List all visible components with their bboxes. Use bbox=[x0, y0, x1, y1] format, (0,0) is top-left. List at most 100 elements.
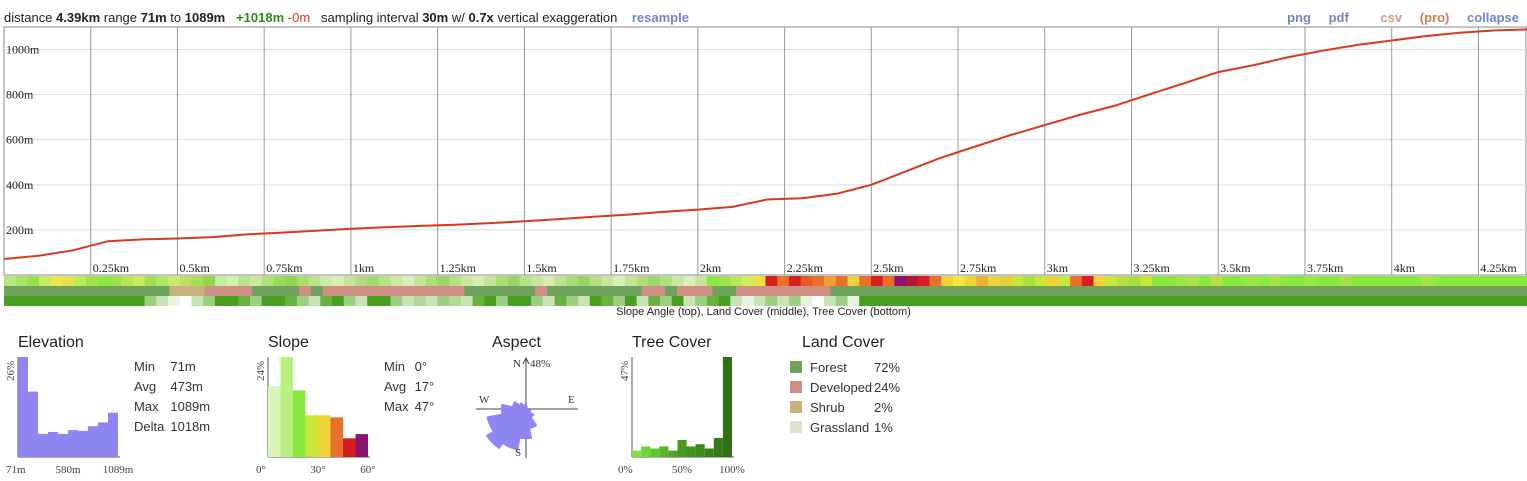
slope-histogram: 24% 0° 30° 60° bbox=[255, 357, 376, 476]
land-strip-cell bbox=[157, 286, 170, 296]
land-strip-cell bbox=[1432, 286, 1445, 296]
tree-strip-cell bbox=[144, 296, 157, 306]
land-strip-cell bbox=[488, 286, 501, 296]
x-tick-label: 2.5km bbox=[873, 261, 904, 275]
slope-strip-cell bbox=[343, 276, 356, 286]
elevation-gain: +1018m bbox=[236, 10, 285, 25]
tree-strip-cell bbox=[1105, 296, 1118, 306]
tree-strip-cell bbox=[765, 296, 778, 306]
with-label: w/ bbox=[451, 10, 465, 25]
slope-max-label: Max bbox=[384, 399, 409, 414]
x-tick-label: 3.5km bbox=[1220, 261, 1251, 275]
land-strip-cell bbox=[594, 286, 607, 296]
tree-strip-cell bbox=[238, 296, 251, 306]
slope-strip-cell bbox=[472, 276, 485, 286]
land-cover-item: Forest 72% bbox=[790, 357, 900, 377]
tree-strip-cell bbox=[4, 296, 17, 306]
histogram-bar bbox=[268, 386, 281, 457]
slope-strip-cell bbox=[285, 276, 298, 286]
tree-strip-cell bbox=[191, 296, 204, 306]
tree-strip-cell bbox=[1187, 296, 1200, 306]
slope-strip-cell bbox=[1163, 276, 1176, 286]
x-tick-label: 4km bbox=[1394, 261, 1416, 275]
slope-strip-cell bbox=[976, 276, 989, 286]
csv-link[interactable]: csv (pro) bbox=[1366, 10, 1449, 25]
tree-strip-cell bbox=[15, 296, 28, 306]
land-strip-cell bbox=[570, 286, 583, 296]
land-cover-percent: 24% bbox=[874, 379, 901, 395]
csv-label: csv bbox=[1380, 10, 1403, 25]
land-strip-cell bbox=[936, 286, 949, 296]
slope-strip-cell bbox=[1210, 276, 1223, 286]
elevation-profile-chart[interactable]: 0.25km 0.5km 0.75km 1km 1.25km 1.5km 1.75km 2km… bbox=[0, 0, 1527, 310]
land-strip-cell bbox=[1467, 286, 1481, 296]
slope-strip-cell bbox=[941, 276, 954, 286]
slope-strip-cell bbox=[566, 276, 579, 286]
land-strip-cell bbox=[665, 286, 678, 296]
land-strip-cell bbox=[1161, 286, 1174, 296]
land-strip-cell bbox=[240, 286, 253, 296]
elev-min-value: 71m bbox=[170, 359, 196, 374]
attribute-strips[interactable] bbox=[4, 276, 1527, 306]
slope-strip-cell bbox=[859, 276, 872, 286]
slope-strip-cell bbox=[929, 276, 942, 286]
land-strip-cell bbox=[1149, 286, 1162, 296]
tree-strip-cell bbox=[367, 296, 380, 306]
resample-link[interactable]: resample bbox=[631, 10, 689, 25]
slope-strip-cell bbox=[460, 276, 474, 286]
tree-strip-cell bbox=[1222, 296, 1235, 306]
slope-strip-cell bbox=[1187, 276, 1200, 286]
tree-strip-cell bbox=[660, 296, 673, 306]
pro-label: (pro) bbox=[1419, 10, 1450, 25]
land-strip-cell bbox=[1243, 286, 1256, 296]
slope-strip-cell bbox=[355, 276, 368, 286]
land-strip-cell bbox=[287, 286, 300, 296]
tree-strip-cell bbox=[1210, 296, 1223, 306]
slope-strip-cell bbox=[1175, 276, 1188, 286]
png-link[interactable]: png bbox=[1287, 10, 1311, 25]
slope-strip-cell bbox=[730, 276, 743, 286]
slope-strip-cell bbox=[870, 276, 884, 286]
slope-strip-cell bbox=[132, 276, 145, 286]
histogram-bar bbox=[668, 450, 678, 457]
x-tick-label: 4.25km bbox=[1480, 261, 1517, 275]
tree-strip-cell bbox=[941, 296, 954, 306]
slope-strip-cell bbox=[15, 276, 28, 286]
land-strip-cell bbox=[1420, 286, 1433, 296]
tree-strip-cell bbox=[706, 296, 720, 306]
tree-strip-cell bbox=[566, 296, 579, 306]
tree-strip-cell bbox=[402, 296, 415, 306]
land-strip-cell bbox=[1479, 286, 1492, 296]
tree-strip-cell bbox=[824, 296, 837, 306]
slope-min-value: 0° bbox=[414, 359, 427, 374]
tree-strip-cell bbox=[999, 296, 1012, 306]
histogram-bar bbox=[108, 412, 118, 457]
land-cover-swatch bbox=[790, 401, 802, 413]
tree-strip-cell bbox=[753, 296, 766, 306]
elev-min-label: Min bbox=[134, 359, 155, 374]
collapse-link[interactable]: collapse bbox=[1466, 10, 1519, 25]
tree-strip-cell bbox=[214, 296, 227, 306]
tree-strip-cell bbox=[718, 296, 731, 306]
distance-label: distance bbox=[4, 10, 53, 25]
y-tick-label: 1000m bbox=[6, 43, 40, 57]
slope-strip-cell bbox=[824, 276, 837, 286]
slope-strip-cell bbox=[1280, 276, 1294, 286]
range-min: 71m bbox=[140, 10, 167, 25]
pdf-link[interactable]: pdf bbox=[1328, 10, 1349, 25]
tree-strip-cell bbox=[27, 296, 40, 306]
tree-strip-cell bbox=[156, 296, 169, 306]
slope-strip-cell bbox=[367, 276, 380, 286]
slope-strip-cell bbox=[507, 276, 520, 286]
plot-frame bbox=[3, 26, 1527, 276]
elevation-histogram: 26% 71m 580m 1089m bbox=[5, 357, 134, 476]
tree-strip-cell bbox=[988, 296, 1001, 306]
histogram-bar bbox=[48, 432, 58, 457]
slope-strip-cell bbox=[449, 276, 462, 286]
slope-strip-cell bbox=[1421, 276, 1434, 286]
slope-strip-cell bbox=[250, 276, 263, 286]
slope-strip-cell bbox=[753, 276, 766, 286]
slope-strip-cell bbox=[1433, 276, 1446, 286]
tree-cover-title: Tree Cover bbox=[632, 334, 712, 351]
tree-strip-cell bbox=[671, 296, 684, 306]
